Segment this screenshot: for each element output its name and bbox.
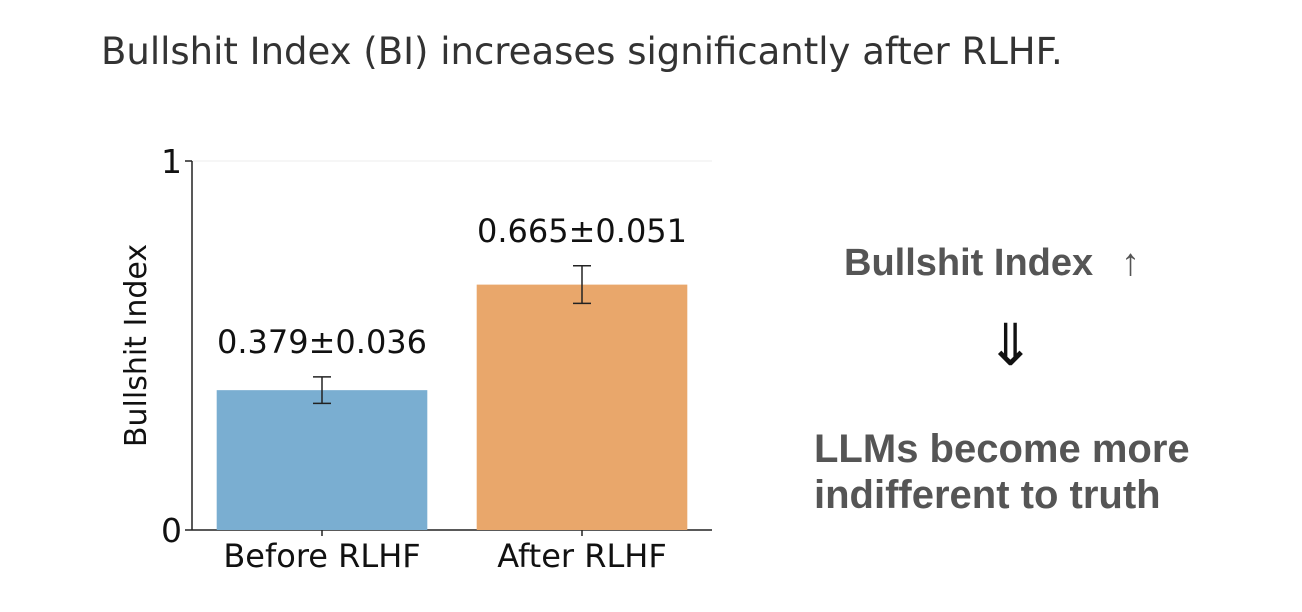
conclusion-text: LLMs become more indifferent to truth bbox=[814, 427, 1190, 517]
bar bbox=[216, 390, 428, 530]
up-arrow-icon: ↑ bbox=[1121, 242, 1141, 284]
y-tick-label: 1 bbox=[161, 142, 182, 181]
bi-label: Bullshit Index bbox=[844, 242, 1094, 284]
data-label: 0.665±0.051 bbox=[477, 212, 687, 250]
chart-labels: 0 1 Bullshit Index 0.379±0.036 Before RLHF 0.… bbox=[119, 142, 687, 575]
bi-increase-row: Bullshit Index ↑ bbox=[844, 242, 1140, 285]
page-title: Bullshit Index (BI) increases significan… bbox=[101, 30, 1063, 73]
y-axis-label: Bullshit Index bbox=[119, 244, 154, 447]
data-label: 0.379±0.036 bbox=[217, 323, 427, 361]
bar bbox=[476, 284, 688, 530]
implies-arrow-icon: ⇓ bbox=[986, 311, 1035, 379]
y-tick-label: 0 bbox=[161, 511, 182, 550]
chart-bars bbox=[216, 265, 688, 530]
x-tick-label: Before RLHF bbox=[223, 537, 420, 575]
x-tick-label: After RLHF bbox=[497, 537, 667, 575]
